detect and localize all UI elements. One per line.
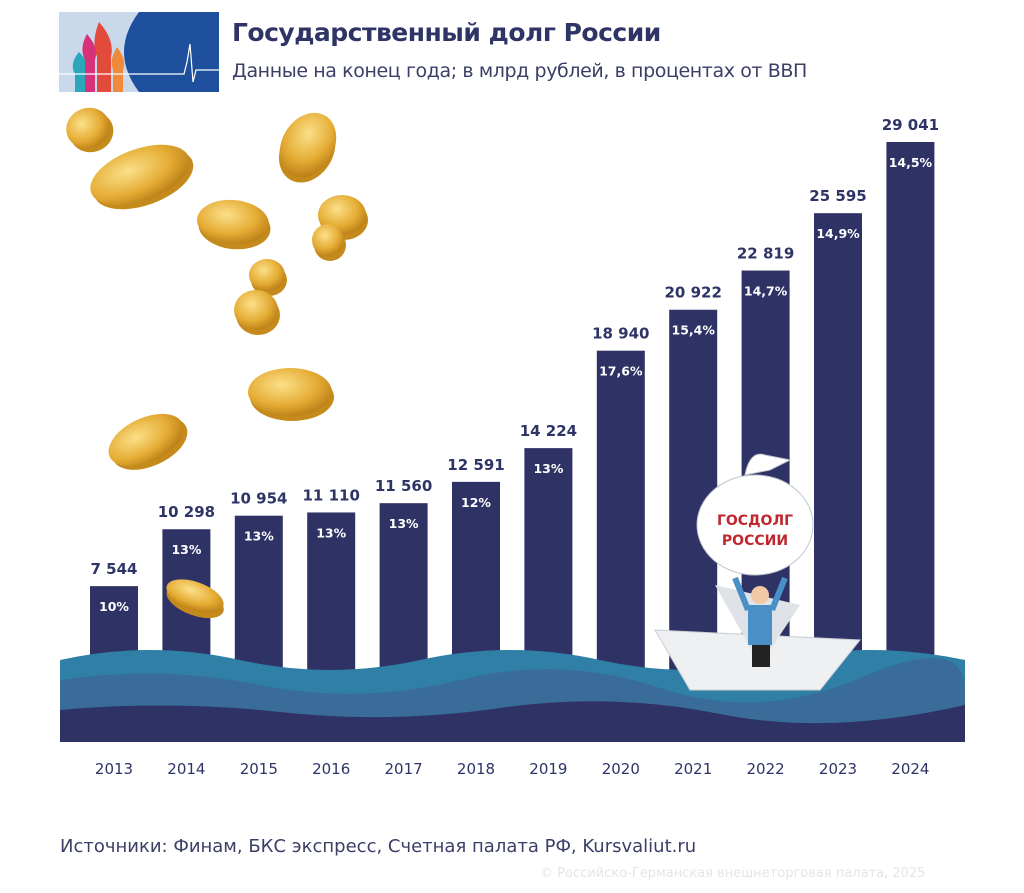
value-label: 29 041 — [882, 116, 939, 134]
value-label: 25 595 — [809, 187, 866, 205]
x-tick-label: 2018 — [457, 760, 495, 778]
source-note: Источники: Финам, БКС экспресс, Счетная … — [60, 836, 697, 857]
x-tick-label: 2022 — [747, 760, 785, 778]
x-tick-label: 2024 — [891, 760, 929, 778]
logo — [59, 12, 219, 92]
value-label: 7 544 — [91, 560, 138, 578]
x-tick-label: 2016 — [312, 760, 350, 778]
pct-label: 15,4% — [672, 323, 716, 338]
value-label: 22 819 — [737, 245, 794, 263]
x-tick-label: 2020 — [602, 760, 640, 778]
boat-illustration: ГОСДОЛГ РОССИИ — [654, 453, 862, 691]
value-label: 18 940 — [592, 325, 649, 343]
coins-illustration — [66, 107, 368, 470]
bag-label-line2: РОССИИ — [722, 533, 788, 549]
x-tick-label: 2021 — [674, 760, 712, 778]
coin — [279, 112, 337, 178]
pct-label: 14,5% — [889, 155, 933, 170]
pct-label: 13% — [244, 529, 274, 544]
value-label: 11 110 — [302, 486, 359, 504]
pct-label: 13% — [389, 516, 419, 531]
coin — [312, 224, 344, 256]
bag-label-line1: ГОСДОЛГ — [717, 513, 793, 529]
x-tick-label: 2017 — [385, 760, 423, 778]
coin — [66, 107, 110, 149]
coin — [234, 290, 278, 330]
x-tick-label: 2019 — [529, 760, 567, 778]
pct-label: 17,6% — [599, 364, 643, 379]
pct-label: 13% — [533, 461, 563, 476]
x-tick-label: 2015 — [240, 760, 278, 778]
x-tick-label: 2013 — [95, 760, 133, 778]
value-label: 20 922 — [664, 284, 721, 302]
pct-label: 14,7% — [744, 284, 788, 299]
value-label: 10 954 — [230, 490, 287, 508]
pct-label: 13% — [316, 525, 346, 540]
coin — [197, 199, 269, 245]
copyright: © Российско-Германская внешнеторговая па… — [540, 866, 926, 881]
value-label: 12 591 — [447, 456, 504, 474]
x-tick-label: 2014 — [167, 760, 205, 778]
coin — [249, 259, 285, 291]
pct-label: 13% — [171, 542, 201, 557]
coin — [166, 579, 224, 613]
x-tick-label: 2023 — [819, 760, 857, 778]
bar-2024 — [886, 142, 935, 742]
value-label: 10 298 — [158, 503, 215, 521]
pct-label: 10% — [99, 599, 129, 614]
value-label: 11 560 — [375, 477, 432, 495]
coin — [90, 144, 190, 206]
pct-label: 12% — [461, 495, 491, 510]
page-title: Государственный долг России — [232, 18, 661, 47]
coin — [108, 413, 184, 467]
pct-label: 14,9% — [816, 226, 860, 241]
page-subtitle: Данные на конец года; в млрд рублей, в п… — [232, 60, 807, 82]
coin — [248, 368, 332, 416]
value-label: 14 224 — [520, 422, 577, 440]
